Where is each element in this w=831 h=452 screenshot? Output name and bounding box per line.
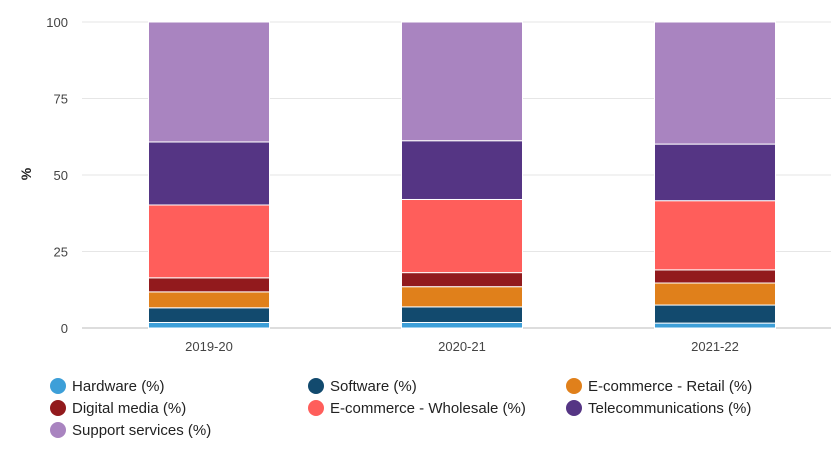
y-tick-label: 75	[54, 92, 68, 107]
bar-segment-2-0	[148, 291, 270, 309]
bar-segment-0-0	[148, 321, 270, 329]
bar-segment-3-2	[654, 269, 776, 284]
legend-item[interactable]: E-commerce - Retail (%)	[566, 376, 826, 396]
legend-label: Digital media (%)	[72, 399, 187, 417]
bar-segment-4-2	[654, 200, 776, 271]
bar-segment-2-1	[401, 286, 523, 308]
legend-label: Hardware (%)	[72, 377, 165, 395]
x-axis-ticks: 2019-20 2020-21 2021-22	[185, 339, 739, 354]
bar-segment-3-1	[401, 272, 523, 288]
bar-segment-1-2	[654, 304, 776, 324]
legend-swatch	[308, 400, 324, 416]
legend-label: Software (%)	[330, 377, 417, 395]
legend-label: Support services (%)	[72, 421, 212, 439]
y-tick-label: 50	[54, 168, 68, 183]
bar-segment-0-1	[401, 321, 523, 329]
legend-label: Telecommunications (%)	[588, 399, 752, 417]
y-tick-label: 100	[46, 15, 68, 30]
legend-swatch	[50, 400, 66, 416]
legend-item[interactable]: Digital media (%)	[50, 398, 308, 418]
bar-segment-4-0	[148, 204, 270, 279]
legend-swatch	[566, 400, 582, 416]
x-tick-label: 2021-22	[691, 339, 739, 354]
legend-swatch	[566, 378, 582, 394]
legend-swatch	[50, 378, 66, 394]
bar-segment-5-1	[401, 140, 523, 200]
bar-segment-2-2	[654, 282, 776, 306]
bar-segment-1-0	[148, 307, 270, 323]
stacked-bar-chart: 0 25 50 75 100 % 2019-20 2020-21 2021-22	[18, 15, 831, 354]
bar-segment-6-2	[654, 21, 776, 145]
y-axis-label: %	[18, 167, 34, 180]
x-tick-label: 2019-20	[185, 339, 233, 354]
legend-item[interactable]: E-commerce - Wholesale (%)	[308, 398, 566, 418]
bar-segment-6-0	[148, 21, 270, 143]
bar-segment-5-0	[148, 141, 270, 206]
x-tick-label: 2020-21	[438, 339, 486, 354]
legend-item[interactable]: Support services (%)	[50, 420, 308, 440]
legend-item[interactable]: Hardware (%)	[50, 376, 308, 396]
bar-segment-6-1	[401, 21, 523, 142]
legend-label: E-commerce - Wholesale (%)	[330, 399, 526, 417]
y-tick-label: 25	[54, 245, 68, 260]
legend-swatch	[50, 422, 66, 438]
bar-segment-4-1	[401, 198, 523, 274]
bars	[148, 21, 776, 329]
bar-segment-0-2	[654, 322, 776, 329]
legend-label: E-commerce - Retail (%)	[588, 377, 753, 395]
y-axis-ticks: 0 25 50 75 100	[46, 15, 68, 336]
bar-segment-3-0	[148, 277, 270, 293]
bar-segment-1-1	[401, 306, 523, 323]
bar-segment-5-2	[654, 143, 776, 202]
legend-item[interactable]: Telecommunications (%)	[566, 398, 826, 418]
legend-item[interactable]: Software (%)	[308, 376, 566, 396]
legend: Hardware (%) Software (%) E-commerce - Ret…	[50, 376, 830, 440]
y-tick-label: 0	[61, 321, 68, 336]
legend-swatch	[308, 378, 324, 394]
